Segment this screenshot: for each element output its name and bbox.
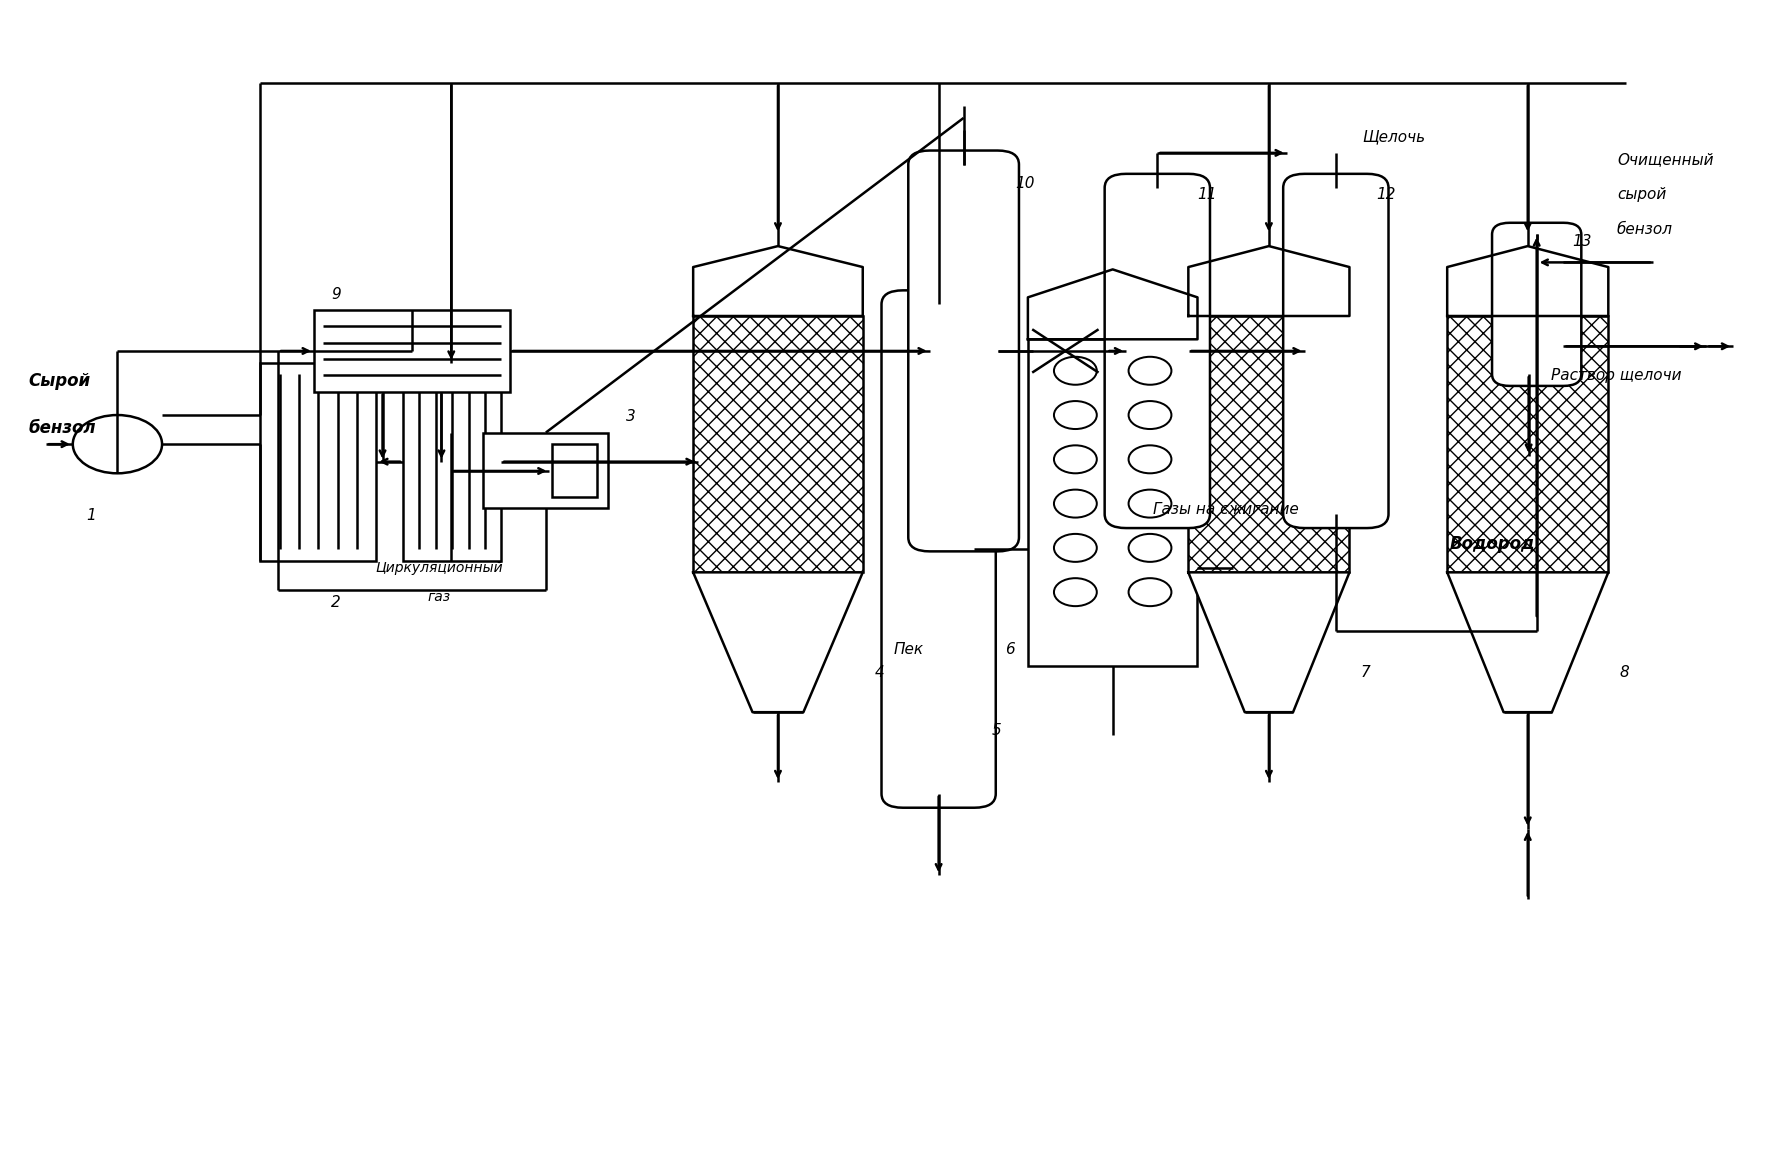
- Bar: [552, 444, 597, 496]
- Text: Газы на сжигание: Газы на сжигание: [1153, 502, 1298, 517]
- Bar: [261, 362, 375, 561]
- Text: Щелочь: Щелочь: [1362, 130, 1425, 144]
- FancyBboxPatch shape: [908, 151, 1019, 551]
- Text: 5: 5: [992, 723, 1001, 738]
- Bar: [694, 317, 864, 572]
- Text: 11: 11: [1198, 188, 1218, 202]
- Text: газ: газ: [427, 591, 451, 605]
- Bar: [1028, 339, 1198, 666]
- Bar: [1446, 317, 1609, 572]
- Text: Сырой: Сырой: [29, 371, 89, 390]
- Polygon shape: [1028, 270, 1198, 339]
- Text: сырой: сырой: [1616, 188, 1666, 202]
- Text: 12: 12: [1377, 188, 1395, 202]
- Text: бензол: бензол: [1616, 222, 1674, 237]
- Text: 4: 4: [874, 666, 885, 680]
- Text: Раствор щелочи: Раствор щелочи: [1550, 368, 1681, 383]
- Text: 6: 6: [1005, 642, 1016, 656]
- Text: Водород: Водород: [1450, 535, 1534, 552]
- FancyBboxPatch shape: [1491, 223, 1581, 385]
- Text: 9: 9: [331, 286, 342, 301]
- Polygon shape: [1446, 572, 1609, 712]
- Text: Пек: Пек: [894, 642, 924, 656]
- Bar: [315, 311, 510, 391]
- Text: бензол: бензол: [29, 418, 97, 437]
- FancyBboxPatch shape: [881, 291, 996, 808]
- Text: 8: 8: [1620, 666, 1629, 680]
- Polygon shape: [694, 572, 864, 712]
- Text: 1: 1: [86, 508, 95, 523]
- FancyBboxPatch shape: [1284, 174, 1389, 528]
- Polygon shape: [1189, 572, 1350, 712]
- Bar: [1189, 317, 1350, 572]
- Text: 3: 3: [626, 409, 637, 424]
- FancyBboxPatch shape: [1105, 174, 1210, 528]
- Text: 7: 7: [1361, 666, 1370, 680]
- Text: 2: 2: [331, 596, 342, 611]
- Bar: [483, 432, 608, 508]
- Bar: [402, 362, 501, 561]
- Text: 13: 13: [1572, 234, 1591, 249]
- Text: 10: 10: [1016, 176, 1035, 190]
- Polygon shape: [1446, 246, 1609, 317]
- Polygon shape: [694, 246, 864, 317]
- Text: Циркуляционный: Циркуляционный: [375, 562, 502, 576]
- Text: Очищенный: Очищенный: [1616, 153, 1713, 167]
- Polygon shape: [1189, 246, 1350, 317]
